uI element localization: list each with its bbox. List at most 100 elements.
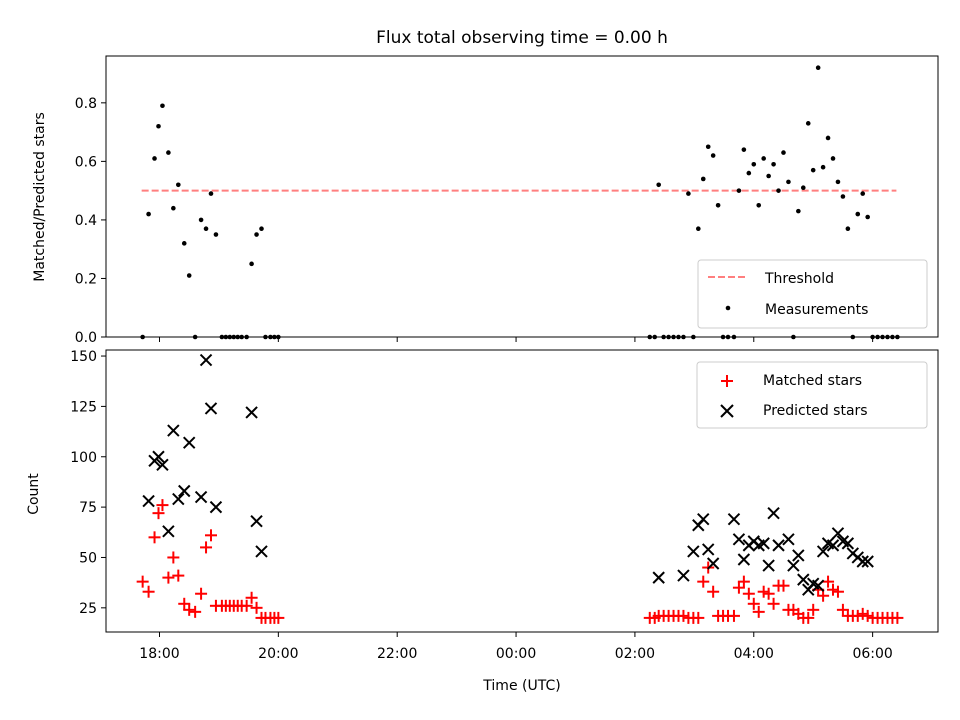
measurement-point [751, 162, 757, 167]
measurement-point [696, 226, 701, 231]
matched-star-point [891, 611, 904, 624]
predicted-star-point [194, 490, 208, 504]
measurement-point [835, 179, 841, 185]
bottom-y-tick-label: 25 [79, 601, 97, 617]
predicted-star-point [831, 527, 845, 540]
x-tick-label: 00:00 [496, 646, 536, 662]
matched-star-point [762, 587, 775, 600]
matched-star-point [831, 585, 844, 598]
x-tick-label: 04:00 [734, 646, 774, 662]
matched-star-point [162, 571, 175, 584]
predicted-star-point [250, 515, 263, 528]
top-y-tick-label: 0.2 [75, 271, 97, 287]
measurement-point [815, 65, 821, 71]
measurement-point [796, 208, 801, 214]
predicted-star-point [167, 424, 180, 437]
bottom-axes-frame [105, 349, 939, 633]
predicted-star-point [762, 559, 775, 572]
top-legend-box [697, 259, 928, 329]
predicted-star-point [861, 555, 874, 568]
x-axis-label: Time (UTC) [482, 678, 560, 694]
matched-star-point [272, 611, 285, 624]
predicted-star-point [816, 545, 830, 558]
measurement-point [761, 156, 766, 161]
measurement-point [805, 121, 811, 126]
measurement-point [171, 205, 176, 211]
measurement-point [830, 156, 836, 161]
predicted-star-point [727, 512, 741, 526]
legend-measurements-label: Measurements [765, 302, 868, 318]
predicted-star-point [797, 573, 810, 586]
bottom-y-axis-label: Count [26, 473, 42, 515]
measurement-point [810, 167, 816, 173]
top-y-axis-label: Matched/Predicted stars [32, 112, 48, 282]
measurement-point [736, 188, 742, 193]
measurement-point [160, 103, 165, 109]
bottom-y-tick-label: 150 [70, 349, 97, 365]
matched-star-point [732, 581, 745, 594]
predicted-star-point [652, 571, 665, 584]
predicted-star-point [209, 500, 223, 514]
matched-star-point [172, 569, 185, 582]
matched-star-point [822, 575, 835, 588]
measurement-point [766, 173, 771, 179]
predicted-star-point [172, 492, 185, 506]
matched-star-point [707, 585, 720, 598]
measurement-point [845, 226, 851, 231]
predicted-star-point [199, 353, 213, 367]
measurement-point [656, 182, 661, 188]
top-y-tick-label: 0.8 [75, 96, 97, 112]
measurement-point [715, 202, 721, 208]
matched-star-point [250, 601, 263, 614]
top-x-ticks [158, 337, 874, 342]
measurement-point [259, 226, 264, 231]
legend-measurements-swatch [725, 305, 731, 311]
predicted-star-point [687, 545, 700, 558]
measurement-point [820, 164, 826, 170]
measurement-point [146, 211, 151, 217]
matched-star-point [737, 575, 750, 588]
predicted-star-point [757, 537, 770, 550]
predicted-star-point [255, 545, 268, 558]
matched-star-point [189, 605, 202, 618]
predicted-star-point [706, 557, 720, 570]
predicted-star-point [787, 559, 800, 572]
x-tick-label: 22:00 [377, 646, 417, 662]
measurement-point [186, 273, 192, 278]
matched-star-point [767, 597, 780, 610]
top-axes: 0.00.20.40.60.8 Matched/Predicted stars … [32, 55, 939, 346]
matched-star-point [167, 551, 180, 564]
predicted-star-point [826, 539, 840, 552]
top-y-tick-label: 0.6 [75, 154, 97, 170]
measurement-point [840, 194, 846, 199]
matched-star-point [742, 587, 755, 600]
measurement-point [208, 191, 214, 196]
measurement-point [686, 191, 691, 196]
matched-star-point [200, 541, 213, 554]
matched-star-point [195, 587, 208, 600]
measurement-point [700, 176, 706, 182]
predicted-star-point [697, 512, 710, 526]
matched-star-point [148, 531, 161, 544]
matched-star-point [178, 597, 191, 610]
measurement-point [166, 150, 171, 155]
legend-predicted-swatch [720, 404, 734, 418]
measurement-point [776, 188, 781, 193]
matched-star-point [156, 499, 169, 512]
matched-star-point [240, 599, 253, 612]
measurement-point [156, 123, 161, 129]
matched-star-point [136, 575, 149, 588]
figure-title: Flux total observing time = 0.00 h [376, 28, 668, 48]
predicted-star-point [152, 450, 165, 463]
bottom-y-tick-label: 100 [70, 450, 97, 466]
matched-star-point [727, 609, 740, 622]
predicted-star-point [732, 533, 746, 546]
matched-star-point [836, 603, 849, 616]
bottom-legend-box [696, 361, 928, 429]
matched-star-point [692, 611, 705, 624]
predicted-star-point [772, 539, 785, 552]
measurement-point [198, 217, 204, 223]
predicted-star-point [182, 436, 196, 449]
measurement-point [800, 185, 806, 191]
legend-threshold-label: Threshold [764, 271, 834, 287]
